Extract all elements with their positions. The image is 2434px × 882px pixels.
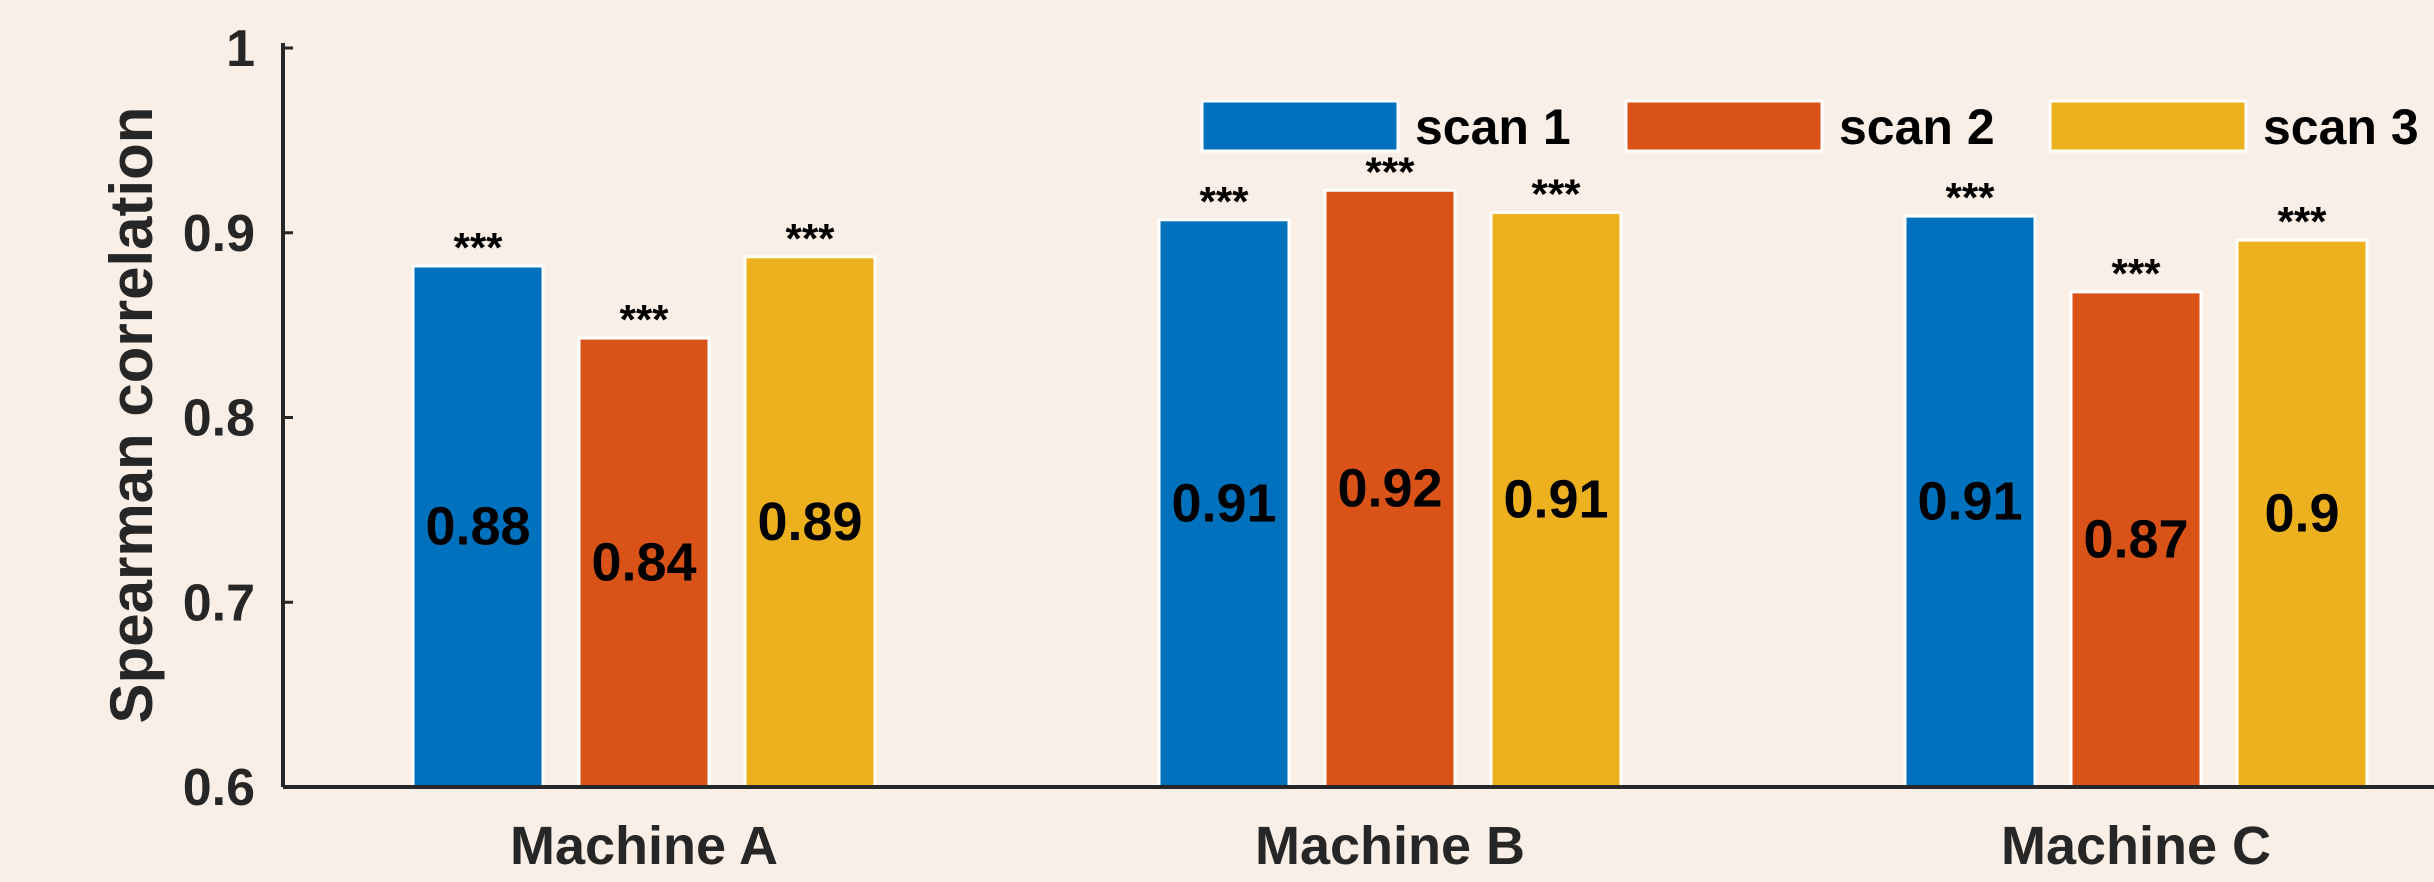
x-tick-label: Machine C [2001, 816, 2271, 876]
bar-scan-2-machine-a [577, 336, 711, 789]
significance-label: *** [619, 296, 669, 343]
data-label: 0.91 [1503, 470, 1608, 530]
significance-label: *** [785, 215, 835, 262]
data-label: 0.92 [1337, 459, 1442, 519]
significance-label: *** [1531, 170, 1581, 217]
data-label: 0.89 [757, 492, 862, 552]
significance-label: *** [1945, 174, 1995, 221]
x-tick-label: Machine A [510, 816, 778, 876]
data-label: 0.9 [2264, 484, 2339, 544]
y-axis-title: Spearman correlation [98, 107, 165, 724]
significance-label: *** [2277, 198, 2327, 245]
x-tick-label: Machine B [1255, 816, 1525, 876]
y-tick-label: 0.8 [183, 390, 255, 448]
legend-label: scan 2 [1839, 99, 1995, 155]
bar-scan-3-machine-b [1489, 210, 1623, 789]
data-label: 0.91 [1917, 472, 2022, 532]
significance-label: *** [453, 224, 503, 271]
legend-label: scan 3 [2263, 99, 2419, 155]
bar-scan-1-machine-c [1903, 214, 2037, 789]
bar-scan-1-machine-a [411, 264, 545, 789]
y-tick-label: 0.6 [183, 759, 255, 817]
significance-label: *** [1199, 178, 1249, 225]
legend-swatch-scan-1 [1200, 99, 1400, 153]
data-label: 0.88 [425, 497, 530, 557]
legend-swatch-scan-3 [2048, 99, 2248, 153]
bar-scan-1-machine-b [1157, 218, 1291, 789]
bar-scan-2-machine-c [2069, 290, 2203, 789]
y-tick-label: 0.7 [183, 574, 255, 632]
legend-label: scan 1 [1415, 99, 1571, 155]
data-label: 0.84 [591, 533, 696, 593]
legend-swatch-scan-2 [1624, 99, 1824, 153]
y-tick-label: 1 [226, 20, 255, 78]
y-tick-label: 0.9 [183, 205, 255, 263]
data-label: 0.91 [1171, 473, 1276, 533]
significance-label: *** [2111, 250, 2161, 297]
significance-label: *** [1365, 148, 1415, 195]
data-label: 0.87 [2083, 509, 2188, 569]
